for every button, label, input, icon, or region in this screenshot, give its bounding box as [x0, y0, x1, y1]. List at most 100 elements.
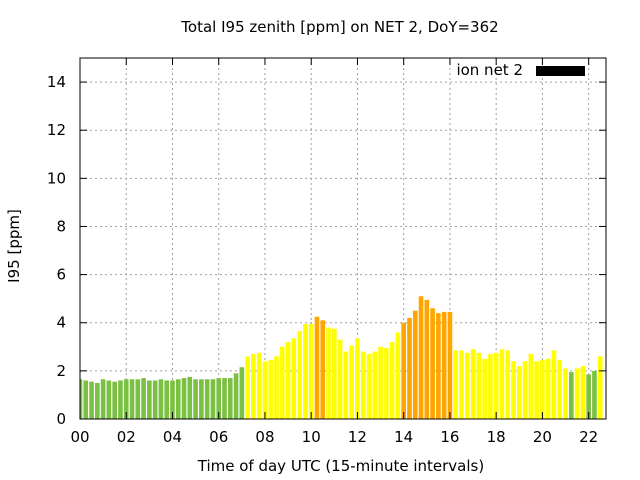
bar — [476, 352, 482, 419]
bar — [222, 378, 227, 419]
bar — [227, 378, 233, 419]
bar — [349, 345, 354, 419]
bar — [187, 376, 193, 419]
bar — [147, 380, 152, 419]
bar — [516, 366, 522, 419]
bar — [459, 350, 464, 419]
bar — [80, 379, 83, 419]
bar — [574, 368, 580, 419]
bar — [320, 320, 326, 419]
bar — [326, 327, 331, 419]
bar — [256, 352, 262, 419]
y-axis-label: I95 [ppm] — [5, 209, 23, 283]
x-tick-label: 20 — [533, 428, 552, 446]
bar — [268, 360, 274, 419]
bar — [499, 349, 505, 419]
bar — [441, 311, 447, 419]
bar — [378, 346, 383, 419]
bar — [384, 348, 389, 419]
bar — [245, 356, 250, 419]
bar — [592, 370, 597, 419]
bar — [210, 379, 216, 419]
x-tick-label: 06 — [209, 428, 228, 446]
bar — [89, 381, 94, 419]
bar — [106, 380, 112, 419]
gridlines — [80, 58, 606, 419]
bar — [158, 379, 164, 419]
bar — [511, 361, 516, 419]
bar — [540, 360, 545, 419]
bar — [430, 308, 435, 419]
bar — [470, 349, 476, 419]
bar — [488, 354, 493, 419]
bar — [355, 338, 360, 419]
bar — [164, 380, 170, 419]
bar — [563, 368, 568, 419]
bar — [170, 380, 175, 419]
bar — [274, 356, 279, 419]
bar — [360, 351, 366, 419]
bar — [505, 350, 511, 419]
y-tick-label: 10 — [47, 169, 66, 187]
bar — [569, 372, 574, 419]
bar — [279, 346, 285, 419]
bar — [233, 373, 239, 419]
bar — [123, 379, 129, 419]
bar — [436, 313, 441, 419]
plot-frame — [79, 57, 607, 420]
bar — [580, 366, 586, 419]
bar — [193, 379, 198, 419]
bar — [204, 379, 210, 419]
y-tick-label: 12 — [47, 121, 66, 139]
bar — [401, 322, 407, 419]
bar — [482, 358, 487, 419]
x-tick-label: 10 — [302, 428, 321, 446]
bar — [303, 323, 308, 419]
bar — [297, 331, 302, 419]
bar — [251, 354, 256, 419]
x-axis-label: Time of day UTC (15-minute intervals) — [197, 457, 484, 475]
bar — [285, 341, 291, 419]
bar — [389, 341, 395, 419]
bar — [522, 361, 528, 419]
y-tick-label: 14 — [47, 73, 66, 91]
bar — [291, 338, 297, 419]
bar — [308, 323, 314, 419]
bar — [597, 356, 603, 419]
bar — [493, 352, 499, 419]
bar — [199, 379, 204, 419]
x-tick-label: 04 — [163, 428, 182, 446]
y-tick-label: 0 — [56, 410, 66, 428]
bar — [175, 379, 181, 419]
bar — [314, 316, 320, 419]
bar — [100, 379, 106, 419]
bar — [407, 317, 412, 419]
bar — [239, 367, 245, 419]
bar — [332, 328, 337, 419]
legend: ion net 2 — [456, 61, 585, 79]
bar — [129, 379, 135, 419]
bar — [135, 379, 141, 419]
legend-swatch — [536, 66, 585, 76]
x-tick-label: 02 — [117, 428, 136, 446]
bar — [95, 382, 100, 419]
x-tick-label: 16 — [440, 428, 459, 446]
bar — [551, 350, 557, 419]
bar — [216, 378, 222, 419]
bar — [337, 339, 343, 419]
bar — [528, 354, 534, 419]
y-tick-label: 8 — [56, 217, 66, 235]
y-tick-label: 4 — [56, 314, 66, 332]
y-tick-label: 6 — [56, 266, 66, 284]
chart-title: Total I95 zenith [ppm] on NET 2, DoY=362 — [180, 18, 498, 36]
bar — [112, 381, 117, 419]
x-tick-label: 22 — [579, 428, 598, 446]
x-tick-label: 12 — [348, 428, 367, 446]
bar — [152, 380, 158, 419]
bar — [557, 360, 563, 419]
bar — [453, 350, 459, 419]
bar — [366, 354, 372, 419]
bar — [395, 332, 401, 419]
